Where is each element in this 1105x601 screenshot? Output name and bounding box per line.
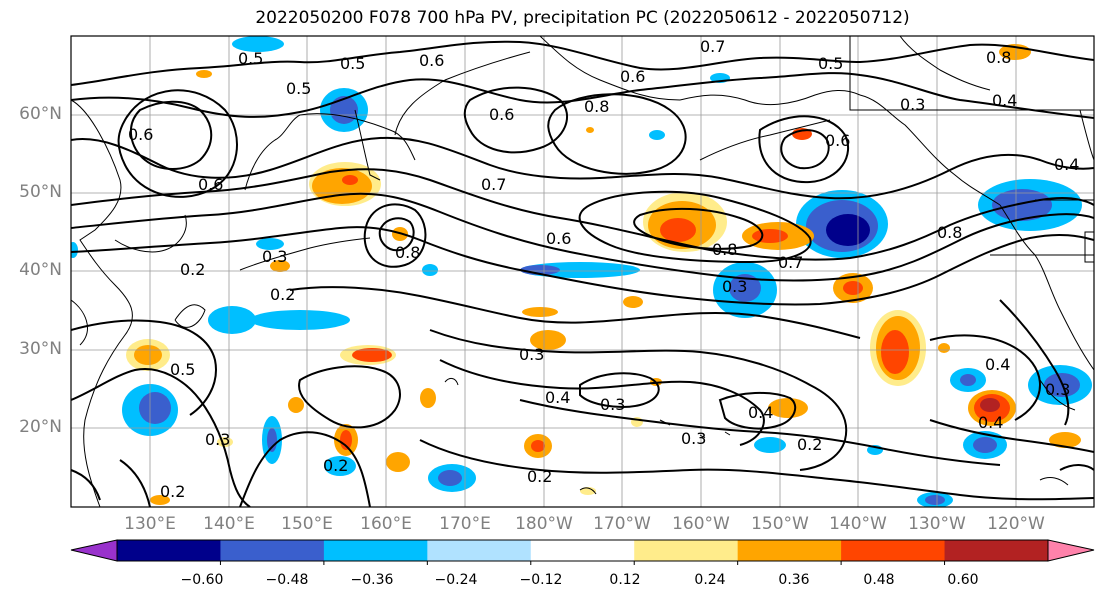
contour-label: 0.5 [340,54,365,73]
contour-label: 0.8 [584,97,609,116]
contour-label: 0.6 [198,175,223,194]
contour-labels: 0.5 0.5 0.6 0.7 0.5 0.5 0.6 0.8 0.8 0.3 … [128,37,1079,501]
contour-label: 0.3 [900,95,925,114]
contour-label: 0.6 [489,105,514,124]
colorbar-tick-label: −0.48 [265,572,309,588]
lat-label-30n: 30°N [19,339,62,359]
colorbar-tick-label: 0.48 [863,572,895,588]
contour-label: 0.3 [1045,380,1070,399]
contour-label: 0.8 [986,48,1011,67]
colorbar-tick-label: 0.12 [609,572,641,588]
contour-label: 0.3 [205,430,230,449]
contour-label: 0.8 [712,240,737,259]
lon-label-140e: 140°E [203,514,255,534]
lon-label-130e: 130°E [124,514,176,534]
lat-label-60n: 60°N [19,104,62,124]
colorbar-tick-label: −0.12 [519,572,563,588]
contour-label: 0.3 [600,395,625,414]
precip-shading [71,36,1092,507]
colorbar-tick-label: 0.60 [947,572,979,588]
contour-label: 0.6 [128,125,153,144]
colorbar-tick-label: −0.60 [180,572,224,588]
colorbar-tick-label: 0.36 [778,572,810,588]
lon-label-130w: 130°W [908,514,966,534]
contour-label: 0.7 [481,175,506,194]
contour-label: 0.4 [748,403,773,422]
contour-label: 0.3 [519,345,544,364]
contour-label: 0.3 [681,429,706,448]
lon-label-160w: 160°W [672,514,730,534]
contour-label: 0.6 [419,51,444,70]
contour-label: 0.6 [825,131,850,150]
map-frame [70,35,1095,508]
lon-label-170e: 170°E [439,514,491,534]
contour-label: 0.7 [700,37,725,56]
lon-label-140w: 140°W [829,514,887,534]
contour-label: 0.2 [270,285,295,304]
colorbar-tick-label: 0.24 [694,572,726,588]
lat-label-20n: 20°N [19,417,62,437]
contour-label: 0.3 [722,277,747,296]
lon-label-150w: 150°W [751,514,809,534]
contour-label: 0.4 [1054,155,1079,174]
colorbar-extend-right [1047,539,1095,562]
lat-label-50n: 50°N [19,182,62,202]
lon-label-160e: 160°E [360,514,412,534]
coastlines [71,36,1094,507]
contour-label: 0.4 [985,355,1010,374]
contour-label: 0.8 [937,223,962,242]
lat-label-40n: 40°N [19,260,62,280]
colorbar-segment [117,540,221,561]
contour-label: 0.4 [545,388,570,407]
contour-label: 0.5 [238,49,263,68]
lon-label-170w: 170°W [593,514,651,534]
contour-label: 0.3 [262,247,287,266]
contour-label: 0.2 [527,467,552,486]
contour-label: 0.8 [395,243,420,262]
contour-label: 0.2 [180,260,205,279]
contour-label: 0.6 [620,67,645,86]
contour-label: 0.5 [170,360,195,379]
contour-label: 0.4 [978,413,1003,432]
lon-label-180w: 180°W [515,514,573,534]
colorbar-segment [841,540,946,561]
colorbar-segment [737,540,842,561]
colorbar-tick-label: −0.36 [350,572,394,588]
colorbar [70,539,1095,565]
contour-label: 0.2 [323,456,348,475]
colorbar-extend-left [70,539,118,562]
contour-label: 0.7 [778,253,803,272]
contour-label: 0.5 [818,54,843,73]
colorbar-segment [220,540,325,561]
colorbar-segment [634,540,739,561]
contour-label: 0.2 [797,435,822,454]
colorbar-tick-label: −0.24 [434,572,478,588]
map-title: 2022050200 F078 700 hPa PV, precipitatio… [255,8,910,28]
lon-label-150e: 150°E [281,514,333,534]
contour-label: 0.4 [992,91,1017,110]
lon-label-120w: 120°W [987,514,1045,534]
colorbar-segment [323,540,428,561]
pv-contours [71,40,1094,507]
colorbar-segment [530,540,635,561]
colorbar-segment [944,540,1049,561]
colorbar-segment [427,540,532,561]
contour-label: 0.5 [286,79,311,98]
contour-label: 0.2 [160,482,185,501]
contour-label: 0.6 [546,229,571,248]
